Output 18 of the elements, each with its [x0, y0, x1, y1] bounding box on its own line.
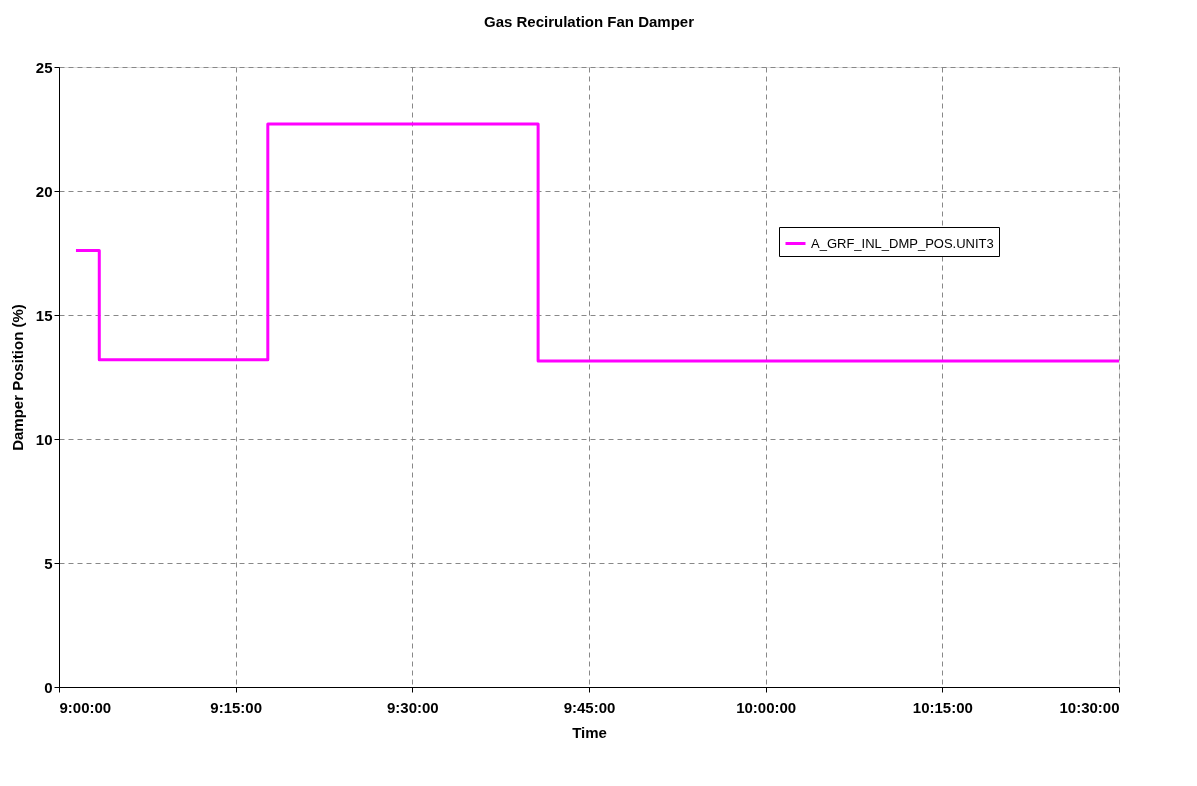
legend-label: A_GRF_INL_DMP_POS.UNIT3	[811, 235, 994, 251]
x-tick-label: 10:15:00	[912, 698, 973, 716]
y-axis-title: Damper Position (%)	[8, 304, 26, 451]
y-tick-label: 0	[44, 678, 53, 696]
line-series	[74, 122, 1121, 363]
y-tick-label: 25	[35, 58, 53, 76]
y-tick-label: 15	[35, 306, 53, 324]
x-tick-label: 9:15:00	[210, 698, 263, 716]
x-tick-label: 9:45:00	[563, 698, 616, 716]
x-tick-label: 10:30:00	[1059, 698, 1120, 716]
y-tick-label: 10	[35, 430, 53, 448]
x-tick-label: 9:30:00	[386, 698, 439, 716]
x-tick-label: 9:00:00	[59, 698, 112, 716]
y-tick-label: 20	[35, 182, 53, 200]
x-axis-title: Time	[572, 723, 607, 741]
x-tick-label: 10:00:00	[736, 698, 797, 716]
y-tick-label: 5	[44, 554, 53, 572]
chart-title: Gas Recirulation Fan Damper	[483, 13, 695, 30]
